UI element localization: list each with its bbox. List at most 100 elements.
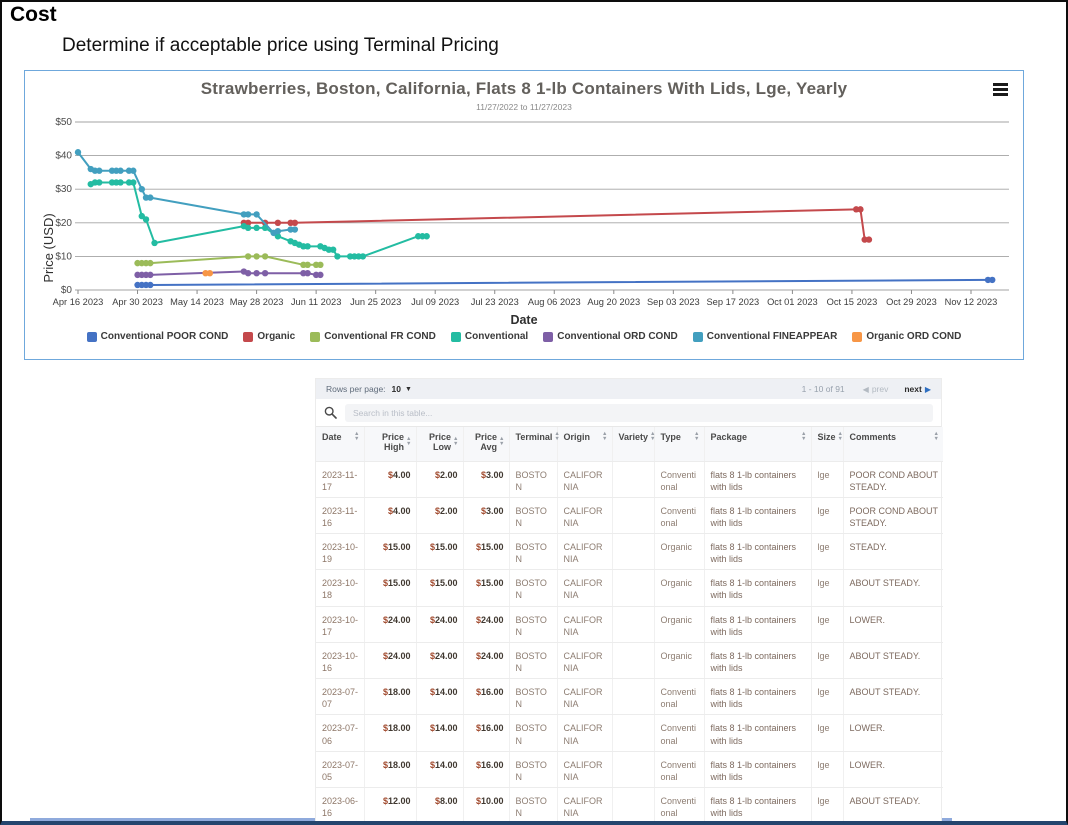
table-row: 2023-07-05 $18.00 $14.00 $16.00 BOSTON CALIFO… — [316, 751, 943, 789]
table-cell: $15.00 — [463, 533, 510, 571]
rows-per-page-select[interactable]: 10 ▼ — [391, 384, 412, 394]
table-row: 2023-11-16 $4.00 $2.00 $3.00 BOSTON CALIFORNI… — [316, 497, 943, 535]
column-header-package[interactable]: Package ▲ ▼ — [704, 427, 812, 462]
table-cell: 2023-07-05 — [316, 751, 365, 789]
pricing-table: Date ▲ ▼ Price High ▲ ▼ Price Low ▲ ▼ Price Avg ▲ ▼… — [316, 427, 943, 821]
table-cell: lge — [811, 533, 844, 571]
table-cell: 2023-10-17 — [316, 606, 365, 643]
legend-item[interactable]: Conventional POOR COND — [86, 331, 228, 342]
terminal-pricing-table: Rows per page: 10 ▼ 1 - 10 of 91 ◀ prev … — [315, 378, 943, 821]
svg-text:Oct 01 2023: Oct 01 2023 — [767, 297, 818, 307]
svg-text:Aug 20 2023: Aug 20 2023 — [587, 297, 640, 307]
table-cell: LOWER. — [843, 606, 943, 643]
table-cell: Organic — [654, 569, 705, 607]
column-header-type[interactable]: Type ▲ ▼ — [654, 427, 705, 462]
table-cell: Organic — [654, 606, 705, 643]
table-cell: CALIFORNIA — [557, 533, 613, 571]
table-cell: BOSTON — [509, 787, 558, 821]
next-button[interactable]: next ▶ — [904, 384, 931, 394]
table-cell: $3.00 — [463, 497, 510, 535]
table-cell: STEADY. — [843, 533, 943, 571]
svg-text:May 14 2023: May 14 2023 — [170, 297, 224, 307]
column-header-variety[interactable]: Variety ▲ ▼ — [612, 427, 656, 462]
column-header-date[interactable]: Date ▲ ▼ — [316, 427, 365, 462]
sort-icon: ▲ ▼ — [650, 431, 656, 442]
table-cell — [612, 751, 655, 789]
legend-label: Conventional FINEAPPEAR — [706, 331, 838, 342]
table-cell: $18.00 — [364, 678, 417, 716]
table-cell: $8.00 — [416, 787, 464, 821]
column-header-price-low[interactable]: Price Low ▲ ▼ — [416, 427, 464, 462]
table-cell: 2023-06-16 — [316, 787, 365, 821]
table-cell: $4.00 — [364, 497, 417, 535]
search-input[interactable] — [345, 403, 933, 422]
table-cell: 2023-10-19 — [316, 533, 365, 571]
legend-swatch — [692, 331, 703, 342]
hamburger-menu-icon[interactable] — [993, 83, 1008, 98]
table-cell: flats 8 1-lb containers with lids — [704, 497, 812, 535]
column-label: Variety — [618, 432, 649, 442]
chart-legend: Conventional POOR COND Organic Conventiona… — [25, 331, 1023, 342]
table-cell: CALIFORNIA — [557, 787, 613, 821]
table-controls: Rows per page: 10 ▼ 1 - 10 of 91 ◀ prev … — [316, 379, 941, 399]
table-cell: $14.00 — [416, 751, 464, 789]
svg-text:Oct 29 2023: Oct 29 2023 — [886, 297, 937, 307]
table-cell: Conventional — [654, 787, 705, 821]
prev-button[interactable]: ◀ prev — [862, 384, 889, 394]
table-cell: $3.00 — [463, 461, 510, 498]
column-label: Type — [660, 432, 681, 442]
legend-item[interactable]: Conventional ORD COND — [543, 331, 678, 342]
legend-item[interactable]: Conventional — [450, 331, 528, 342]
table-cell: BOSTON — [509, 678, 558, 716]
table-cell: BOSTON — [509, 714, 558, 752]
table-cell: $24.00 — [416, 606, 464, 643]
table-cell: $18.00 — [364, 751, 417, 789]
pagination-range: 1 - 10 of 91 — [801, 384, 845, 394]
table-cell: LOWER. — [843, 714, 943, 752]
column-header-price-high[interactable]: Price High ▲ ▼ — [364, 427, 417, 462]
column-label: Price Low — [429, 432, 452, 452]
table-cell: 2023-10-18 — [316, 569, 365, 607]
sort-icon: ▲ ▼ — [602, 431, 608, 442]
table-cell — [612, 714, 655, 752]
legend-label: Conventional FR COND — [324, 331, 436, 342]
table-row: 2023-10-18 $15.00 $15.00 $15.00 BOSTON CALIFO… — [316, 569, 943, 607]
table-cell: 2023-11-16 — [316, 497, 365, 535]
column-header-price-avg[interactable]: Price Avg ▲ ▼ — [463, 427, 510, 462]
chevron-down-icon: ▼ — [405, 385, 412, 393]
chart-card: Strawberries, Boston, California, Flats … — [24, 70, 1024, 360]
column-label: Price Avg — [475, 432, 498, 452]
column-header-size[interactable]: Size ▲ ▼ — [811, 427, 844, 462]
table-cell: 2023-10-16 — [316, 642, 365, 680]
table-cell: CALIFORNIA — [557, 461, 613, 498]
table-cell: $16.00 — [463, 678, 510, 716]
table-cell: flats 8 1-lb containers with lids — [704, 751, 812, 789]
column-header-origin[interactable]: Origin ▲ ▼ — [557, 427, 613, 462]
column-header-comments[interactable]: Comments ▲ ▼ — [843, 427, 943, 462]
table-cell: $15.00 — [364, 569, 417, 607]
legend-item[interactable]: Conventional FINEAPPEAR — [692, 331, 838, 342]
table-cell: BOSTON — [509, 569, 558, 607]
table-cell: 2023-11-17 — [316, 461, 365, 498]
svg-text:Oct 15 2023: Oct 15 2023 — [827, 297, 878, 307]
table-cell: Conventional — [654, 678, 705, 716]
table-cell: $24.00 — [364, 606, 417, 643]
table-cell: $10.00 — [463, 787, 510, 821]
legend-item[interactable]: Organic — [243, 331, 295, 342]
svg-text:$0: $0 — [61, 285, 73, 296]
legend-item[interactable]: Conventional FR COND — [310, 331, 436, 342]
table-cell: lge — [811, 461, 844, 498]
svg-text:Jun 11 2023: Jun 11 2023 — [291, 297, 342, 307]
table-cell: flats 8 1-lb containers with lids — [704, 461, 812, 498]
table-cell: lge — [811, 787, 844, 821]
table-cell: Conventional — [654, 461, 705, 498]
table-cell: $4.00 — [364, 461, 417, 498]
table-cell: CALIFORNIA — [557, 606, 613, 643]
sort-icon: ▲ ▼ — [354, 431, 360, 442]
legend-swatch — [852, 331, 863, 342]
svg-text:$20: $20 — [55, 218, 72, 229]
legend-item[interactable]: Organic ORD COND — [852, 331, 961, 342]
svg-text:Sep 03 2023: Sep 03 2023 — [647, 297, 700, 307]
svg-text:Apr 30 2023: Apr 30 2023 — [112, 297, 163, 307]
column-header-terminal[interactable]: Terminal ▲ ▼ — [509, 427, 560, 462]
